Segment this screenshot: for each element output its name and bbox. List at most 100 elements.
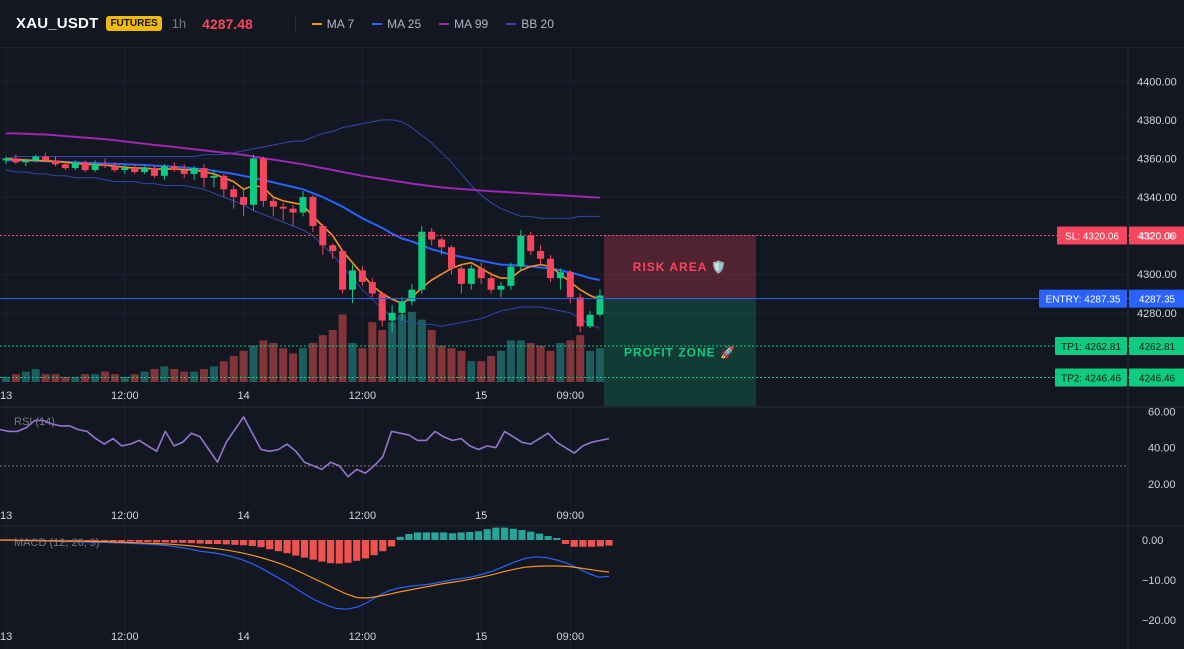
volume-bar (81, 374, 90, 382)
candle[interactable] (477, 262, 485, 284)
candle[interactable] (358, 266, 366, 286)
candle-body (220, 175, 228, 190)
candle[interactable] (398, 297, 406, 321)
legend-ma7[interactable]: MA 7 (311, 17, 354, 31)
timeframe-label[interactable]: 1h (171, 16, 187, 31)
candle[interactable] (22, 158, 30, 167)
candle[interactable] (408, 283, 416, 306)
macd-histogram-bar (370, 540, 378, 556)
ma99-swatch (439, 22, 450, 25)
candle[interactable] (556, 268, 564, 290)
volume-bar (318, 335, 327, 382)
macd-histogram-bar (161, 540, 169, 543)
candle[interactable] (378, 291, 386, 327)
candle[interactable] (190, 166, 198, 180)
candle[interactable] (200, 164, 208, 188)
candle[interactable] (160, 164, 168, 180)
candle[interactable] (2, 156, 10, 165)
legend-bb20[interactable]: BB 20 (506, 17, 554, 31)
candle[interactable] (388, 305, 396, 333)
candle[interactable] (52, 156, 59, 167)
macd-histogram-bar (466, 532, 474, 540)
candle[interactable] (250, 154, 257, 211)
tp2-tag[interactable]: TP2: 4246.46 (1055, 368, 1127, 387)
candle[interactable] (576, 293, 584, 333)
candle[interactable] (507, 262, 515, 290)
symbol-name[interactable]: XAU_USDT (16, 15, 99, 32)
volume-bar (180, 371, 189, 382)
candle[interactable] (151, 166, 158, 178)
candle[interactable] (299, 191, 307, 217)
candle[interactable] (487, 272, 495, 294)
candle[interactable] (329, 243, 337, 259)
macd-histogram-bar (292, 540, 300, 556)
candle[interactable] (180, 164, 188, 178)
candle[interactable] (368, 278, 376, 298)
header-divider (294, 14, 296, 33)
candle[interactable] (61, 162, 69, 171)
legend-ma99[interactable]: MA 99 (439, 17, 488, 31)
candle[interactable] (448, 245, 455, 275)
candle[interactable] (537, 245, 545, 265)
macd-histogram-bar (405, 534, 413, 540)
risk-area-label: RISK AREA 🛡️ (633, 260, 727, 274)
candle[interactable] (467, 264, 475, 290)
candle[interactable] (438, 237, 446, 255)
candle[interactable] (547, 254, 554, 282)
candle[interactable] (230, 185, 238, 209)
macd-histogram-bar (309, 540, 317, 560)
candle[interactable] (101, 158, 109, 169)
volume-bar (150, 369, 159, 382)
candle[interactable] (279, 202, 287, 221)
candle[interactable] (210, 170, 218, 188)
candle[interactable] (309, 195, 317, 232)
candle[interactable] (170, 162, 178, 172)
entry-tag[interactable]: ENTRY: 4287.35 (1039, 289, 1127, 308)
candle[interactable] (71, 160, 79, 171)
volume-bar (110, 374, 119, 382)
tp2-tag-bg (1055, 368, 1127, 387)
sl-tag[interactable]: SL: 4320.06 (1057, 226, 1127, 245)
candle[interactable] (349, 264, 356, 304)
candle[interactable] (428, 227, 436, 246)
candle[interactable] (81, 160, 89, 172)
candle-body (467, 268, 475, 284)
candle[interactable] (527, 231, 535, 255)
volume-bar (398, 314, 406, 382)
candle-body (566, 272, 574, 298)
macd-histogram-bar (553, 538, 561, 540)
candle[interactable] (220, 173, 228, 198)
candle[interactable] (418, 226, 426, 294)
candle-body (438, 239, 446, 248)
candle[interactable] (42, 152, 50, 163)
candle-body (200, 168, 208, 178)
legend-ma25[interactable]: MA 25 (372, 17, 421, 31)
candle[interactable] (121, 164, 129, 174)
candle[interactable] (517, 229, 525, 271)
candle[interactable] (289, 204, 297, 226)
candle[interactable] (131, 164, 139, 174)
candle[interactable] (259, 156, 267, 207)
candle-body (428, 231, 436, 240)
volume-bar (526, 343, 535, 382)
candle[interactable] (497, 281, 505, 298)
candle[interactable] (91, 160, 99, 172)
candle[interactable] (457, 264, 465, 294)
candle-body (131, 168, 139, 172)
candle[interactable] (596, 289, 604, 317)
candle[interactable] (339, 249, 347, 294)
tp1-tag[interactable]: TP1: 4262.81 (1055, 336, 1127, 355)
candle[interactable] (111, 162, 119, 172)
candle[interactable] (319, 224, 327, 255)
candle[interactable] (269, 197, 277, 217)
candle[interactable] (240, 189, 248, 217)
candle[interactable] (32, 154, 40, 163)
candle-body (71, 162, 79, 169)
candle-body (299, 197, 307, 213)
candle[interactable] (141, 166, 149, 174)
candle[interactable] (586, 310, 594, 329)
candle[interactable] (566, 270, 574, 304)
trading-chart[interactable]: RISK AREA 🛡️ PROFIT ZONE 🚀 SL: 4320.06 4320… (0, 48, 1184, 649)
candle[interactable] (12, 154, 20, 165)
volume-bar (487, 356, 496, 382)
